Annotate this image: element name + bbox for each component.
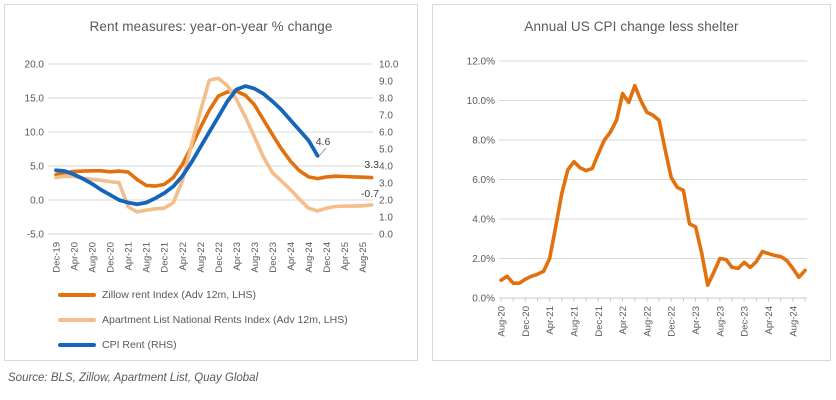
x-axis-tick-label: Aug-23: [250, 242, 261, 273]
x-axis-tick-label: Apr-23: [691, 306, 702, 335]
right-axis-tick-label: 9.0: [379, 77, 393, 88]
rent-measures-legend: Zillow rent Index (Adv 12m, LHS) Apartmen…: [58, 282, 348, 357]
legend-line-swatch: [58, 317, 96, 322]
zillow-end-value-label: 3.3: [364, 159, 379, 171]
x-axis-tick-label: Apr-21: [124, 242, 135, 271]
x-axis-tick-label: Aug-24: [788, 306, 799, 337]
x-axis-tick-label: Aug-20: [88, 242, 99, 273]
x-axis-tick-label: Aug-25: [358, 242, 369, 273]
cpi-less-shelter-chart-panel: Annual US CPI change less shelter 12.0% 1…: [432, 4, 831, 361]
x-axis-tick-label: Apr-23: [232, 242, 243, 271]
right-axis-tick-label: 7.0: [379, 111, 393, 122]
right-axis-tick-label: 5.0: [379, 145, 393, 156]
rent-measures-plot-area: 20.0 15.0 10.0 5.0 0.0 -5.0 10.0 9.0 8.0 7.0 6.0 5.…: [25, 60, 399, 273]
x-axis-tick-label: Dec-20: [106, 242, 117, 273]
x-axis-tick-label: Apr-21: [545, 306, 556, 335]
left-axis-tick-label: 10.0: [25, 128, 45, 139]
x-axis-tick-label: Aug-21: [569, 306, 580, 337]
right-axis-tick-label: 2.0: [379, 196, 393, 207]
x-axis-tick-label: Dec-22: [214, 242, 225, 273]
zillow-rent-series-line: [54, 89, 374, 188]
x-axis-tick-label: Aug-22: [642, 306, 653, 337]
right-axis-tick-label: 10.0: [379, 60, 399, 71]
x-axis-tick-label: Apr-20: [70, 242, 81, 271]
y-axis-tick-label: 2.0%: [472, 254, 495, 265]
y-axis-tick-label: 10.0%: [467, 96, 495, 107]
x-axis-tick-label: Apr-22: [178, 242, 189, 271]
legend-item-zillow: Zillow rent Index (Adv 12m, LHS): [58, 282, 348, 307]
legend-label: CPI Rent (RHS): [102, 338, 177, 351]
right-axis-tick-label: 3.0: [379, 179, 393, 190]
x-axis-tick-label: Aug-24: [304, 242, 315, 273]
x-axis-tick-label: Dec-23: [740, 306, 751, 337]
x-axis-tick-label: Aug-23: [715, 306, 726, 337]
x-axis-tick-label: Dec-20: [521, 306, 532, 337]
x-axis-tick-label: Apr-24: [764, 306, 775, 335]
source-text: Source: BLS, Zillow, Apartment List, Qua…: [8, 372, 259, 384]
right-axis-tick-label: 1.0: [379, 213, 393, 224]
right-axis-tick-label: 6.0: [379, 128, 393, 139]
cpi-less-shelter-plot-area: 12.0% 10.0% 8.0% 6.0% 4.0% 2.0% 0.0%Aug-20 Dec-…: [467, 57, 807, 337]
right-axis-tick-label: 0.0: [379, 230, 393, 241]
x-axis-tick-label: Aug-20: [497, 306, 508, 337]
y-axis-tick-label: 6.0%: [472, 175, 495, 186]
right-axis-tick-label: 8.0: [379, 94, 393, 105]
x-axis-tick-label: Apr-24: [286, 242, 297, 271]
legend-line-swatch: [58, 342, 96, 347]
left-axis-tick-label: 20.0: [25, 60, 45, 71]
left-axis-tick-label: -5.0: [27, 230, 45, 241]
x-axis-tick-label: Dec-19: [52, 242, 63, 273]
left-axis-tick-label: 15.0: [25, 94, 45, 105]
legend-item-apartment-list: Apartment List National Rents Index (Adv…: [58, 307, 348, 332]
right-axis-tick-label: 4.0: [379, 162, 393, 173]
legend-label: Apartment List National Rents Index (Adv…: [102, 313, 348, 326]
left-axis-tick-label: 0.0: [30, 196, 44, 207]
apartment-list-series-line: [54, 76, 374, 214]
x-axis-tick-label: Apr-25: [340, 242, 351, 271]
y-axis-tick-label: 8.0%: [472, 136, 495, 147]
x-axis-tick-label: Dec-21: [160, 242, 171, 273]
legend-item-cpi-rent: CPI Rent (RHS): [58, 332, 348, 357]
x-axis-tick-label: Apr-22: [618, 306, 629, 335]
cpi-rent-end-value-label: 4.6: [316, 136, 331, 148]
x-axis-tick-label: Aug-22: [196, 242, 207, 273]
legend-line-swatch: [58, 292, 96, 297]
cpi-less-shelter-chart-title: Annual US CPI change less shelter: [524, 19, 739, 34]
x-axis-tick-label: Dec-21: [594, 306, 605, 337]
rent-measures-chart-title: Rent measures: year-on-year % change: [89, 19, 333, 34]
legend-label: Zillow rent Index (Adv 12m, LHS): [102, 288, 257, 301]
apartment-list-end-value-label: -0.7: [361, 188, 379, 200]
x-axis-tick-label: Dec-23: [268, 242, 279, 273]
cpi-less-shelter-series-line: [499, 83, 807, 288]
left-axis-tick-label: 5.0: [30, 162, 44, 173]
x-axis-tick-label: Aug-21: [142, 242, 153, 273]
cpi-rent-series-line: [54, 84, 320, 207]
rent-measures-chart-panel: Rent measures: year-on-year % change 20.…: [4, 4, 418, 361]
annotation-leader-line: [319, 147, 327, 156]
x-axis-tick-label: Dec-24: [322, 242, 333, 273]
y-axis-tick-label: 4.0%: [472, 215, 495, 226]
x-axis-tick-label: Dec-22: [667, 306, 678, 337]
y-axis-tick-label: 0.0%: [472, 294, 495, 305]
y-axis-tick-label: 12.0%: [467, 57, 495, 68]
